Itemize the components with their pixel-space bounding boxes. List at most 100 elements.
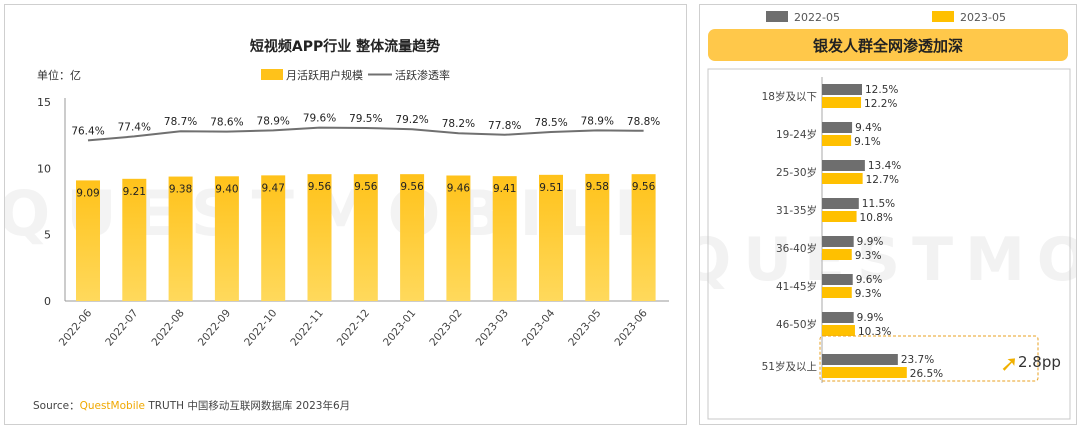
bar-2022-05-label: 9.9% <box>857 312 884 324</box>
bar-2023-05-label: 10.8% <box>860 212 893 224</box>
x-tick-label: 2023-02 <box>427 307 464 348</box>
mau-bar <box>400 174 425 301</box>
bar-2023-05 <box>822 211 857 222</box>
chart-frame <box>707 68 1071 420</box>
bar-2023-05-label: 12.2% <box>864 98 897 110</box>
bar-2023-05-label: 9.1% <box>854 136 881 148</box>
age-category-label: 18岁及以下 <box>762 90 817 103</box>
mau-bar <box>353 174 378 301</box>
bar-2022-05 <box>822 274 853 285</box>
right-watermark: QUESTMO <box>700 225 1076 295</box>
mau-bar <box>446 175 471 301</box>
bar-2022-05 <box>822 198 859 209</box>
bar-2023-05 <box>822 97 862 108</box>
penetration-line <box>87 126 644 142</box>
age-category-label: 19-24岁 <box>776 128 817 141</box>
penetration-label: 78.9% <box>257 115 290 127</box>
bar-2022-05 <box>822 236 854 247</box>
bar-2023-05-label: 9.3% <box>855 250 882 262</box>
penetration-label: 78.9% <box>581 115 614 127</box>
mau-bar-label: 9.58 <box>586 181 609 193</box>
mau-bar-label: 9.21 <box>123 186 146 198</box>
right-title: 银发人群全网渗透加深 <box>813 37 963 55</box>
penetration-label: 79.2% <box>395 114 428 126</box>
penetration-label: 76.4% <box>71 125 104 137</box>
mau-bar <box>307 174 332 301</box>
penetration-label: 78.7% <box>164 116 197 128</box>
mau-bar-label: 9.41 <box>493 183 516 195</box>
age-category-label: 36-40岁 <box>776 242 817 255</box>
left-watermark: QUESTMOBILE <box>5 177 672 250</box>
mau-bar-label: 9.51 <box>539 182 562 194</box>
bar-2023-05-label: 9.3% <box>855 288 882 300</box>
bar-2022-05-label: 9.4% <box>855 122 882 134</box>
legend-2022-label: 2022-05 <box>794 11 840 24</box>
highlight-label: 2.8pp <box>1018 353 1061 371</box>
bar-2022-05 <box>822 84 862 95</box>
bar-2023-05 <box>822 249 852 260</box>
penetration-label: 77.8% <box>488 120 521 132</box>
x-tick-label: 2022-11 <box>288 307 325 348</box>
x-tick-label: 2022-08 <box>150 307 187 348</box>
mau-bar <box>539 174 563 301</box>
mau-bar <box>585 173 610 301</box>
penetration-label: 77.4% <box>118 121 151 133</box>
legend-2023-label: 2023-05 <box>960 11 1006 24</box>
bar-2022-05-label: 23.7% <box>901 354 934 366</box>
bar-2023-05 <box>822 367 907 378</box>
mau-bar-label: 9.56 <box>308 181 332 193</box>
penetration-label: 78.6% <box>210 117 243 129</box>
bar-2023-05 <box>822 325 855 336</box>
y-tick-label: 5 <box>44 229 51 242</box>
mau-bar-label: 9.46 <box>447 182 471 194</box>
highlight-box <box>819 335 1039 382</box>
bar-2022-05-label: 9.9% <box>857 236 884 248</box>
mau-bar <box>261 175 286 301</box>
x-tick-label: 2023-05 <box>566 307 603 348</box>
age-category-label: 46-50岁 <box>776 318 817 331</box>
age-category-label: 31-35岁 <box>776 204 817 217</box>
bar-2023-05 <box>822 135 852 146</box>
title-banner <box>708 29 1068 61</box>
mau-bar <box>76 180 100 301</box>
mau-bar <box>492 176 517 301</box>
mau-bar <box>168 176 193 301</box>
bar-2023-05-label: 26.5% <box>910 368 943 380</box>
bar-2022-05 <box>822 160 865 171</box>
age-category-label: 51岁及以上 <box>762 360 817 373</box>
x-tick-label: 2022-06 <box>57 307 95 349</box>
traffic-trend-panel: QUESTMOBILE 短视频APP行业 整体流量趋势 单位：亿 月活跃用户规模… <box>0 4 687 425</box>
highlight-arrow-icon: ➚ <box>1000 352 1018 377</box>
mau-bar <box>122 178 147 301</box>
y-tick-label: 0 <box>44 295 51 308</box>
penetration-label: 79.6% <box>303 113 336 125</box>
bar-2022-05 <box>822 122 853 133</box>
bar-2023-05 <box>822 287 852 298</box>
x-tick-label: 2023-01 <box>381 307 418 348</box>
x-tick-label: 2023-03 <box>474 307 511 348</box>
mau-bar-label: 9.56 <box>400 181 424 193</box>
mau-bar-label: 9.56 <box>354 181 378 193</box>
x-tick-label: 2022-07 <box>103 307 140 348</box>
bar-2023-05 <box>822 173 863 184</box>
age-category-label: 41-45岁 <box>776 280 817 293</box>
legend-line-label: 活跃渗透率 <box>395 68 450 82</box>
x-tick-label: 2022-09 <box>196 307 233 348</box>
bar-2022-05 <box>822 354 898 365</box>
x-tick-label: 2022-10 <box>242 307 279 348</box>
silver-penetration-panel: QUESTMO 2022-05 2023-05 银发人群全网渗透加深 18岁及以… <box>680 4 1080 425</box>
age-distribution-chart: QUESTMO 2022-05 2023-05 银发人群全网渗透加深 18岁及以… <box>680 11 1080 420</box>
mau-bar <box>214 176 239 301</box>
penetration-label: 78.2% <box>442 118 475 130</box>
chart-title: 短视频APP行业 整体流量趋势 <box>250 38 440 55</box>
bar-2022-05 <box>822 312 854 323</box>
bar-2023-05-label: 12.7% <box>866 174 899 186</box>
mau-bar-label: 9.56 <box>632 181 656 193</box>
y-tick-label: 10 <box>37 162 51 175</box>
bar-2022-05-label: 9.6% <box>856 274 883 286</box>
traffic-trend-chart: QUESTMOBILE 短视频APP行业 整体流量趋势 单位：亿 月活跃用户规模… <box>0 38 672 412</box>
x-tick-label: 2022-12 <box>335 307 372 348</box>
mau-bar <box>631 174 656 301</box>
legend-bar-label: 月活跃用户规模 <box>286 68 363 82</box>
penetration-label: 79.5% <box>349 113 382 125</box>
